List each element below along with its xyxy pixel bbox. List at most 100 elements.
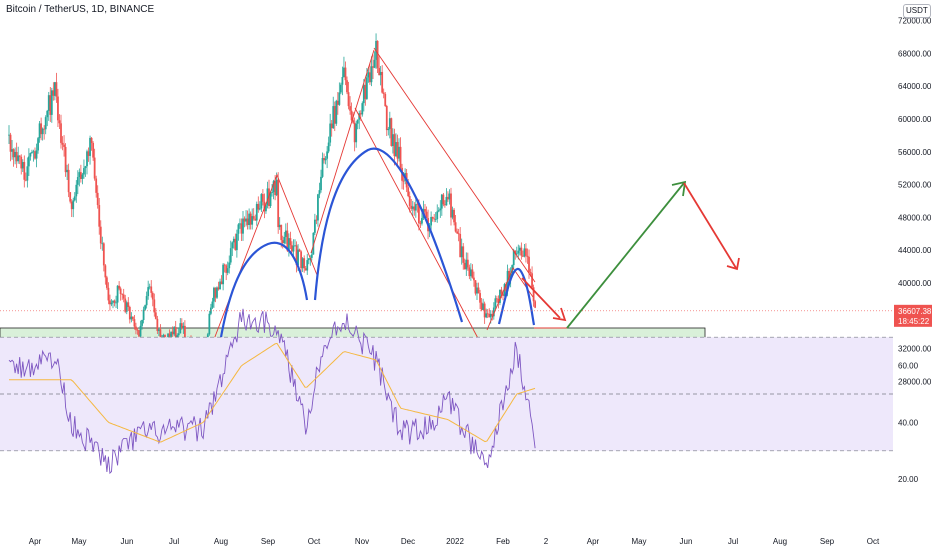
candle-body: [528, 256, 530, 273]
candle-body: [437, 210, 440, 212]
price-tick-label: 44000.00: [898, 246, 932, 255]
date-tick-label: May: [71, 537, 86, 546]
candle-body: [34, 151, 36, 159]
candle-body: [122, 294, 125, 299]
candle-body: [499, 289, 501, 303]
candle-body: [414, 204, 417, 211]
candle-body: [502, 293, 504, 296]
candle-body: [11, 149, 13, 152]
candle-body: [321, 158, 324, 177]
projection-down-line: [683, 182, 737, 269]
candle-body: [297, 249, 299, 266]
candle-body: [119, 288, 122, 294]
candle-body: [333, 106, 336, 124]
price-tick-label: 56000.00: [898, 148, 932, 157]
candle-body: [131, 316, 134, 320]
date-tick-label: Jun: [680, 537, 693, 546]
candle-body: [269, 192, 272, 207]
candle-body: [379, 71, 382, 76]
candle-body: [128, 306, 131, 320]
candle-body: [70, 201, 73, 210]
candle-body: [476, 287, 478, 294]
candle-body: [390, 118, 393, 146]
candle-body: [95, 178, 98, 193]
candle-body: [211, 301, 214, 308]
candle-body: [384, 93, 387, 107]
candle-body: [102, 243, 105, 266]
candle-body: [378, 67, 381, 76]
candle-body: [295, 245, 298, 266]
candle-body: [29, 153, 32, 157]
candle-body: [463, 262, 466, 270]
candle-body: [385, 106, 388, 131]
candle-body: [234, 238, 237, 251]
candle-body: [46, 110, 49, 118]
candle-body: [525, 248, 527, 256]
axes: 72000.00 68000.00 64000.00 60000.00 56000.00…: [29, 17, 932, 546]
candle-body: [489, 313, 492, 318]
candle-body: [92, 143, 95, 158]
candle-body: [90, 137, 93, 144]
candle-body: [480, 302, 483, 310]
candle-body: [413, 206, 416, 211]
candle-body: [532, 287, 535, 302]
candle-body: [27, 156, 30, 167]
symbol-title: Bitcoin / TetherUS, 1D, BINANCE: [6, 4, 155, 15]
candle-body: [323, 158, 325, 161]
candle-body: [99, 226, 102, 244]
candle-body: [266, 188, 269, 206]
candle-body: [142, 309, 145, 320]
currency-button[interactable]: USDT: [903, 4, 931, 18]
candle-body: [402, 180, 405, 182]
date-tick-label: Aug: [773, 537, 787, 546]
candle-body: [139, 325, 142, 337]
candle-body: [453, 209, 455, 223]
candle-body: [477, 287, 480, 294]
candle-body: [284, 230, 287, 237]
candle-body: [338, 92, 341, 105]
candle-body: [514, 250, 517, 254]
candle-body: [21, 162, 24, 169]
projection-up-line: [566, 182, 685, 329]
candle-body: [352, 120, 355, 123]
candle-body: [388, 118, 391, 129]
candle-body: [154, 312, 157, 319]
rsi-tick-label: 20.00: [898, 475, 919, 484]
candle-body: [176, 335, 179, 338]
candle-body: [310, 254, 313, 258]
candle-body: [479, 293, 481, 303]
cup-curve-3: [497, 267, 536, 326]
candle-body: [222, 264, 225, 285]
candle-body: [326, 151, 329, 159]
candle-body: [448, 193, 451, 200]
candle-body: [138, 330, 140, 337]
candle-body: [220, 281, 223, 285]
candle-body: [523, 248, 526, 257]
candle-body: [43, 128, 46, 130]
candle-body: [261, 194, 264, 202]
candle-body: [289, 238, 292, 246]
candle-body: [235, 233, 238, 251]
candle-body: [76, 176, 79, 185]
candle-body: [447, 196, 449, 200]
candle-body: [372, 66, 374, 68]
price-badge-countdown: 18:45:22: [898, 317, 930, 326]
candle-body: [381, 71, 384, 93]
candle-body: [482, 303, 485, 310]
candle-body: [341, 77, 344, 85]
price-badge: 36607.38 18:45:22: [894, 304, 932, 327]
candle-body: [411, 206, 414, 209]
candle-body: [417, 204, 420, 224]
rsi-pane: [0, 308, 893, 475]
candle-body: [393, 134, 396, 157]
candle-body: [135, 326, 137, 330]
candle-body: [373, 59, 376, 68]
candle-body: [101, 243, 104, 245]
candle-body: [274, 181, 277, 196]
projection-down-head: [726, 257, 740, 271]
candle-body: [75, 184, 78, 197]
candle-body: [127, 302, 130, 307]
candle-body: [408, 196, 411, 206]
candle-body: [58, 120, 61, 124]
